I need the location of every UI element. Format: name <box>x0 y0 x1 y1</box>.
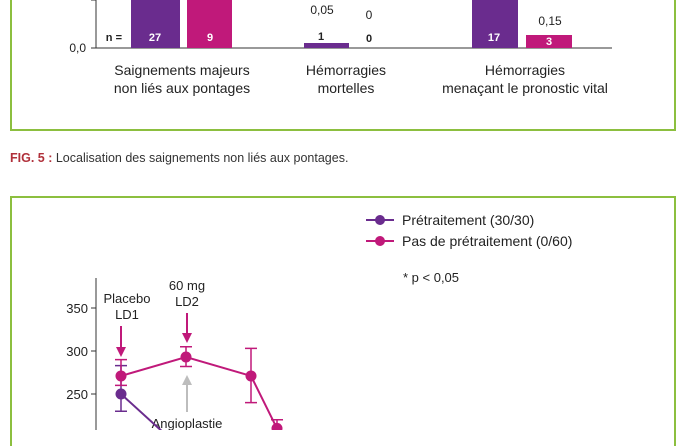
figure-5-title: Localisation des saignements non liés au… <box>55 151 349 165</box>
line-y-tick-label-250: 250 <box>66 387 88 402</box>
bar-g3-series2-value: 0,15 <box>538 14 562 28</box>
bar-g3-series1-n: 17 <box>488 32 500 44</box>
annotation-angioplastie: Angioplastie <box>152 416 223 430</box>
charts-canvas: 0,0 n = 27 9 0,05 0 1 0 0,15 17 3 Saigne… <box>66 0 612 430</box>
bar-category-3-line1: Hémorragies <box>485 62 565 78</box>
bar-g3-series2 <box>526 35 572 48</box>
data-point-s1-p2 <box>245 370 257 382</box>
series-line-1 <box>120 355 278 429</box>
figure-5-frame <box>10 196 676 446</box>
bar-g2-series2-value: 0 <box>366 8 373 22</box>
bar-chart: 0,0 n = 27 9 0,05 0 1 0 0,15 17 3 Saigne… <box>69 0 612 96</box>
data-point-s1-p0 <box>115 370 127 382</box>
figure-5-label: FIG. 5 : <box>10 151 53 165</box>
bar-g1-series2 <box>187 0 232 48</box>
legend-label-pas-pretraitement: Pas de prétraitement (0/60) <box>402 233 572 249</box>
line-series-group <box>115 345 283 430</box>
bar-g1-series1 <box>131 0 180 48</box>
bar-g2-series1-n: 1 <box>318 31 324 43</box>
bar-category-1-line1: Saignements majeurs <box>114 62 249 78</box>
bar-category-1-line2: non liés aux pontages <box>114 80 250 96</box>
annotation-placebo-line2: LD1 <box>115 307 139 322</box>
data-point-s1-p1 <box>180 351 192 363</box>
bar-category-3-line2: menaçant le pronostic vital <box>442 80 608 96</box>
bar-g2-series1-value: 0,05 <box>310 3 334 17</box>
line-y-tick-label-350: 350 <box>66 301 88 316</box>
legend-marker-pretraitement <box>375 215 385 225</box>
bar-g3-series2-n: 3 <box>546 36 552 48</box>
significance-note: * p < 0,05 <box>403 270 459 285</box>
legend-marker-pas-pretraitement <box>375 236 385 246</box>
figure-4-frame <box>10 0 676 131</box>
annotation-placebo-line1: Placebo <box>104 291 151 306</box>
data-point-s1-p3 <box>271 422 283 430</box>
annotation-dose-line2: LD2 <box>175 294 199 309</box>
bar-g3-series1 <box>472 0 518 48</box>
legend: Prétraitement (30/30) Pas de prétraiteme… <box>366 212 572 249</box>
bar-category-2-line1: Hémorragies <box>306 62 386 78</box>
bar-n-prefix: n = <box>106 32 122 44</box>
bar-category-2-line2: mortelles <box>318 80 375 96</box>
bar-y-tick-label-0: 0,0 <box>69 41 86 55</box>
line-y-tick-label-300: 300 <box>66 344 88 359</box>
bar-g1-series2-n: 9 <box>207 32 213 44</box>
bar-g2-series2-n: 0 <box>366 33 372 45</box>
data-point-s0-p0 <box>115 388 127 400</box>
line-chart: Prétraitement (30/30) Pas de prétraiteme… <box>66 212 572 430</box>
figure-5-caption: FIG. 5 : Localisation des saignements no… <box>10 151 348 165</box>
series-line-0 <box>120 393 163 430</box>
bar-g2-series1 <box>304 43 349 48</box>
annotation-dose-line1: 60 mg <box>169 278 205 293</box>
legend-label-pretraitement: Prétraitement (30/30) <box>402 212 534 228</box>
bar-g1-series1-n: 27 <box>149 32 161 44</box>
